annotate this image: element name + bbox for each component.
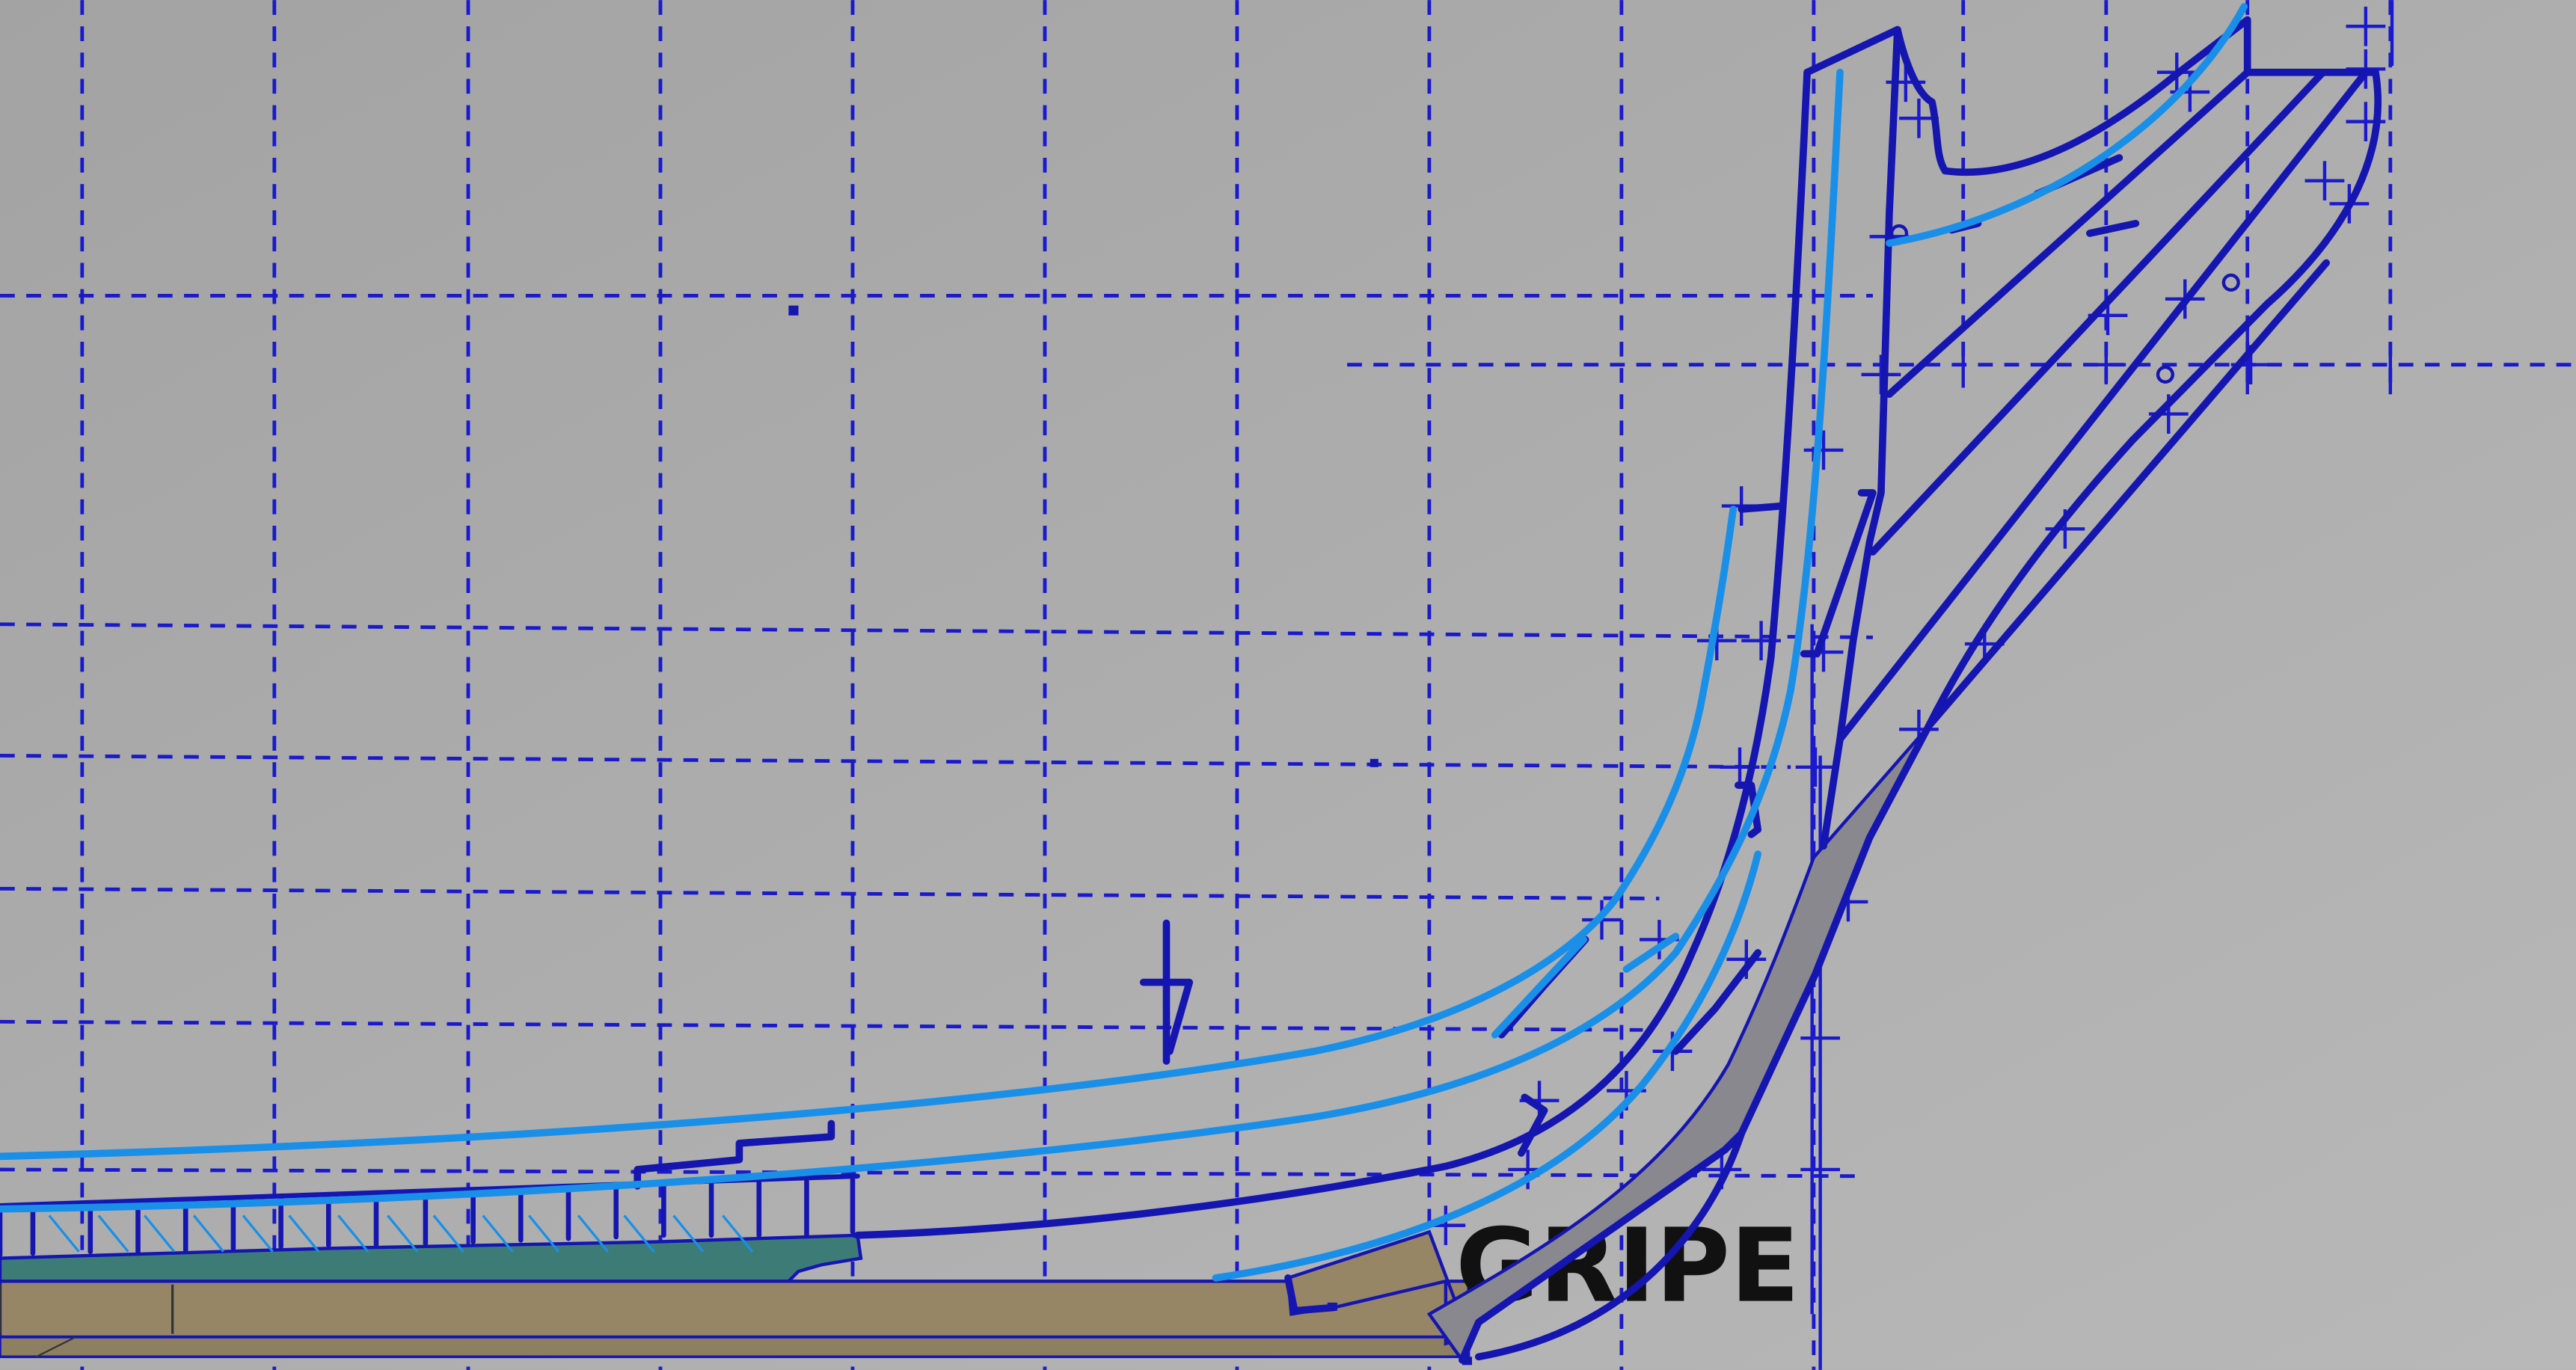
stem: [1426, 725, 1931, 1364]
keelson: [0, 1233, 863, 1283]
hull-waterlines: [0, 3, 2248, 1282]
floor-timbers: [0, 1173, 890, 1258]
keel: [0, 1280, 1471, 1359]
gripe-label: GRIPE: [1456, 1208, 1800, 1326]
